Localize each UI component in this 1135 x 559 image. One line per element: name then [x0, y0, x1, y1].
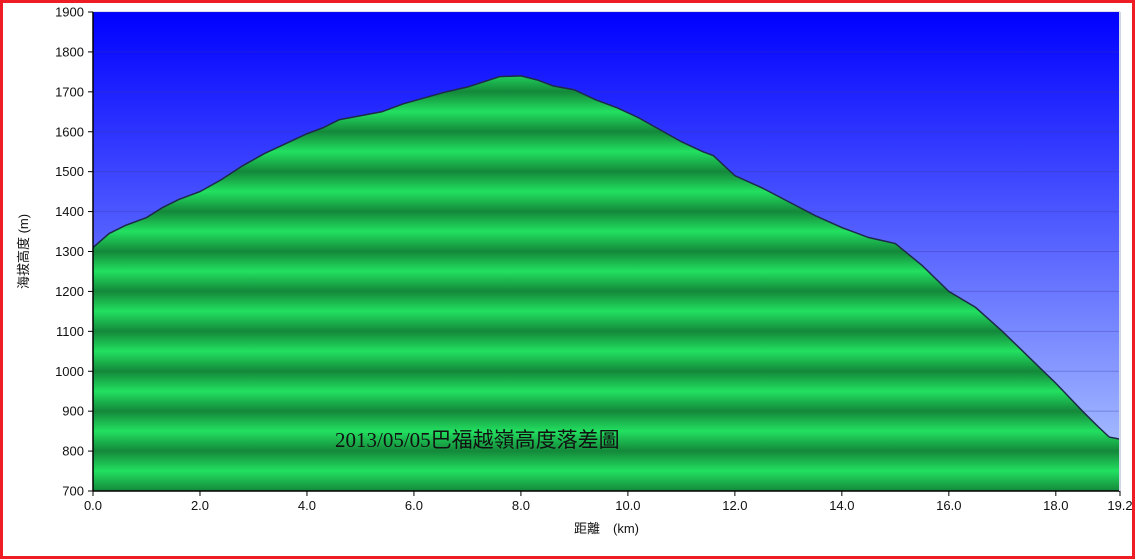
- y-tick-label: 1900: [55, 5, 84, 20]
- y-tick-label: 1800: [55, 44, 84, 59]
- x-tick-label: 4.0: [298, 498, 316, 513]
- x-tick-label: 6.0: [405, 498, 423, 513]
- x-axis-title: 距離 (km): [574, 521, 639, 536]
- x-tick-label: 14.0: [829, 498, 854, 513]
- y-tick-label: 1100: [56, 324, 84, 339]
- y-tick-label: 1200: [55, 284, 84, 299]
- tick-labels: 700 800 900 1000 1100 1200 1300 1400 1500 1600 170…: [55, 5, 1132, 514]
- elevation-outline: [93, 75, 1120, 440]
- x-tick-label: 12.0: [722, 498, 747, 513]
- elevation-profile-chart: 700 800 900 1000 1100 1200 1300 1400 1500 1600 170…: [16, 5, 1132, 537]
- x-tick-label: 2.0: [191, 498, 209, 513]
- y-tick-label: 1600: [55, 124, 84, 139]
- x-tick-label: 8.0: [512, 498, 530, 513]
- chart-annotation: 2013/05/05巴福越嶺高度落差圖: [335, 428, 620, 452]
- x-tick-label: 18.0: [1043, 498, 1068, 513]
- y-axis-title: 海拔高度 (m): [16, 214, 31, 289]
- y-tick-label: 1700: [55, 84, 84, 99]
- y-tick-label: 1000: [55, 364, 84, 379]
- x-tick-label: 0.0: [84, 498, 102, 513]
- y-tick-label: 1400: [55, 204, 84, 219]
- x-tick-label: 19.2: [1107, 498, 1132, 513]
- y-tick-label: 900: [62, 404, 84, 419]
- x-tick-label: 16.0: [936, 498, 961, 513]
- elevation-area: [93, 75, 1120, 491]
- y-tick-label: 700: [62, 484, 84, 499]
- y-tick-label: 800: [62, 444, 84, 459]
- y-tick-label: 1500: [55, 164, 84, 179]
- x-tick-label: 10.0: [615, 498, 640, 513]
- y-tick-label: 1300: [55, 244, 84, 259]
